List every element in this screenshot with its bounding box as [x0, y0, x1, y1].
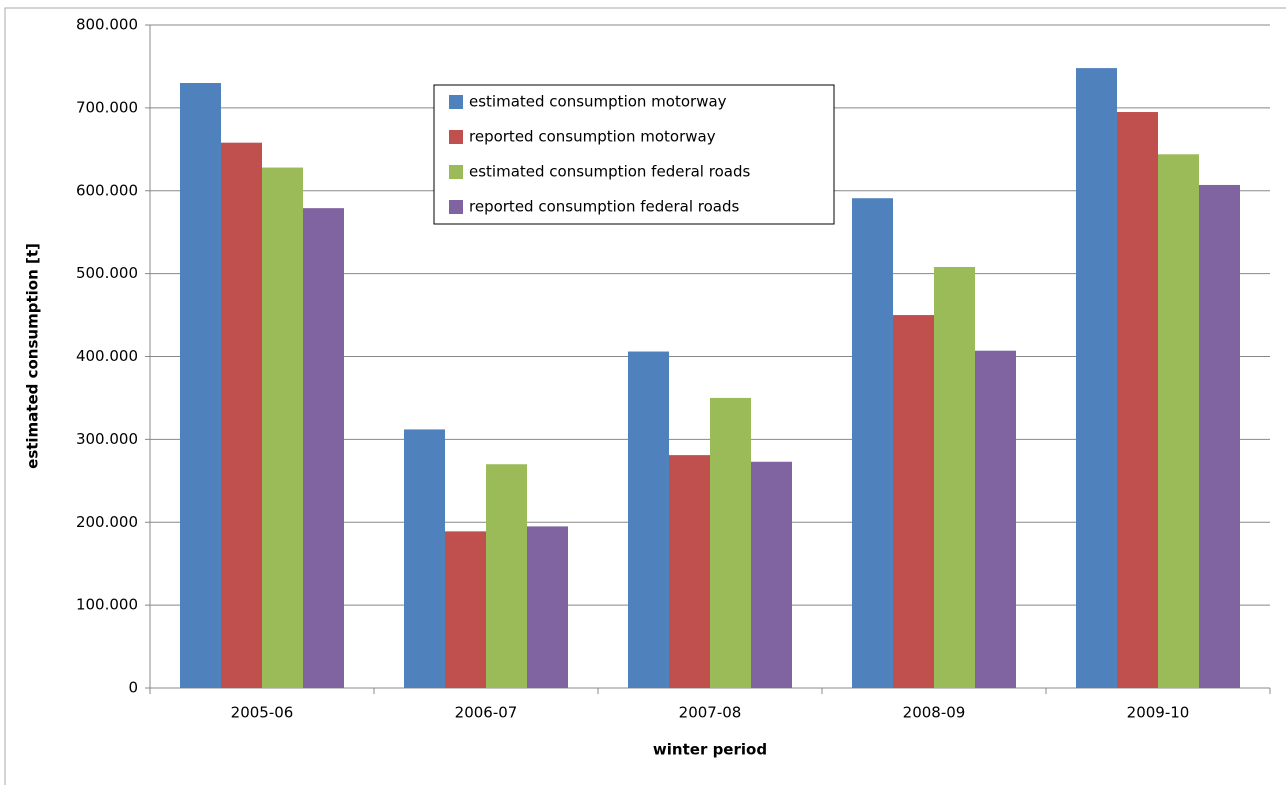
bar [852, 198, 893, 689]
x-tick-label: 2008-09 [903, 704, 966, 722]
bar [303, 208, 344, 688]
bar [628, 351, 669, 688]
y-tick-label: 200.000 [76, 513, 138, 531]
bar [527, 526, 568, 688]
bar [710, 397, 751, 688]
legend-label: estimated consumption motorway [469, 93, 727, 111]
bar [669, 455, 710, 688]
x-tick-label: 2007-08 [679, 704, 742, 722]
legend-swatch [449, 165, 463, 179]
bar [1076, 68, 1117, 689]
legend-label: estimated consumption federal roads [469, 163, 750, 181]
bar [486, 464, 527, 688]
x-axis-label: winter period [653, 741, 767, 759]
legend-label: reported consumption motorway [469, 128, 716, 146]
x-tick-label: 2005-06 [231, 704, 294, 722]
bar [751, 461, 792, 688]
y-tick-label: 100.000 [76, 596, 138, 614]
legend-swatch [449, 200, 463, 214]
legend-swatch [449, 130, 463, 144]
x-tick-label: 2006-07 [455, 704, 518, 722]
bar [1199, 184, 1240, 689]
bar [180, 83, 221, 688]
bar [221, 142, 262, 688]
y-axis-label: estimated consumption [t] [24, 243, 42, 469]
bar [445, 531, 486, 688]
bar [1158, 154, 1199, 688]
x-tick-label: 2009-10 [1127, 704, 1190, 722]
bar [975, 350, 1016, 688]
bar [1117, 112, 1158, 689]
y-tick-label: 0 [128, 679, 138, 697]
bar [262, 167, 303, 689]
y-tick-label: 700.000 [76, 98, 138, 116]
y-tick-label: 600.000 [76, 181, 138, 199]
chart-frame [4, 7, 1286, 785]
legend-box [433, 84, 835, 225]
legend-swatch [449, 95, 463, 109]
y-tick-label: 800.000 [76, 16, 138, 34]
y-tick-label: 300.000 [76, 430, 138, 448]
bar [934, 266, 975, 688]
bar [893, 315, 934, 688]
bar [404, 429, 445, 688]
y-tick-label: 400.000 [76, 347, 138, 365]
y-tick-label: 500.000 [76, 264, 138, 282]
legend-label: reported consumption federal roads [469, 198, 740, 216]
